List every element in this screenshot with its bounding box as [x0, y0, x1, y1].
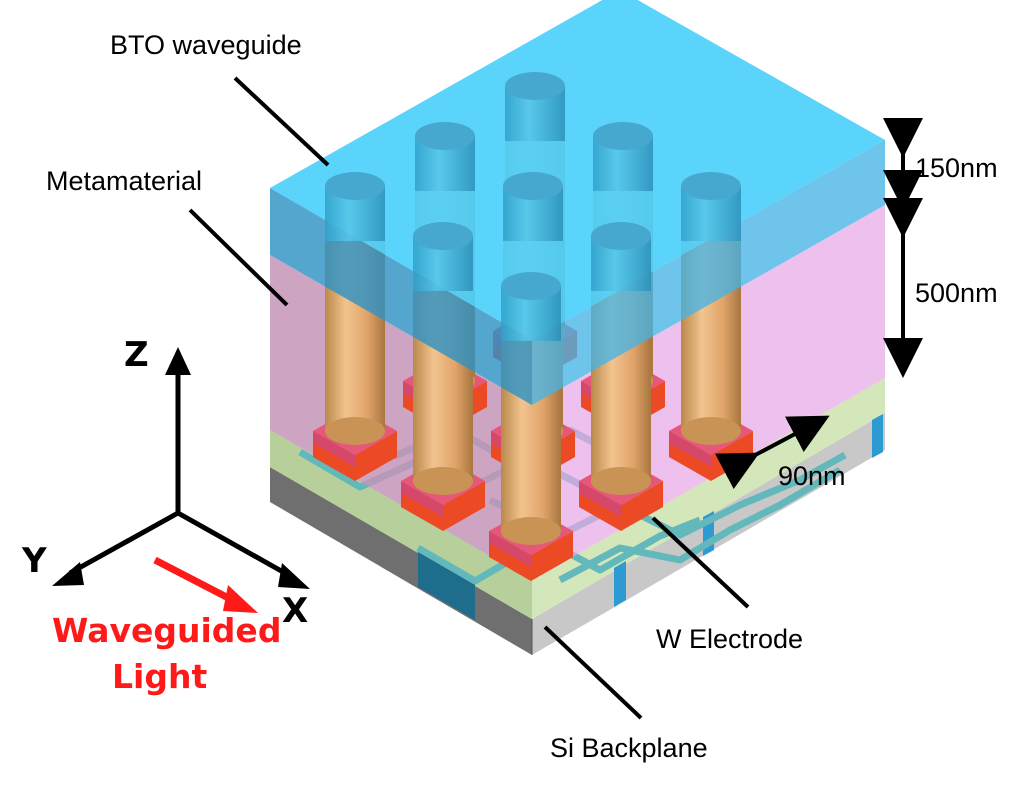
electrode-stub-front-1 — [614, 561, 626, 607]
axis-z-label: Z — [124, 335, 149, 375]
label-bto-waveguide: BTO waveguide — [110, 30, 302, 60]
label-150nm: 150nm — [915, 153, 998, 183]
label-metamaterial: Metamaterial — [46, 166, 202, 196]
light-arrow-head — [223, 585, 258, 613]
pillar-2-2-top — [681, 172, 741, 200]
pillar-1-1-top — [503, 172, 563, 200]
pillar-1-2-top — [593, 122, 653, 150]
pillar-0-1-top — [415, 122, 475, 150]
pad-side-1-0 — [401, 481, 443, 517]
pillar-1-0-top — [413, 222, 473, 250]
pad-side-2-2 — [669, 431, 711, 467]
electrode-stub-front-3 — [872, 414, 883, 458]
leader-w-electrode — [651, 516, 750, 609]
pillar-tops-through-bto — [325, 72, 741, 341]
axis-y-line — [68, 510, 180, 576]
label-waveguided-light-line1: Waveguided — [52, 611, 281, 650]
label-si-backplane: Si Backplane — [550, 733, 708, 763]
label-w-electrode: W Electrode — [656, 624, 803, 654]
axis-z-arrowhead — [165, 347, 191, 375]
pillar-2-2-base — [681, 417, 741, 445]
pad-side-2-0 — [489, 531, 531, 567]
axis-x-arrowhead — [278, 563, 310, 589]
arrow-90nm — [714, 415, 830, 490]
pillar-2-0-top — [501, 272, 561, 300]
pillar-2-1-top — [591, 222, 651, 250]
pillar-0-2-top — [505, 72, 565, 100]
label-500nm: 500nm — [915, 278, 998, 308]
pillar-0-0-base — [325, 417, 385, 445]
coordinate-axes — [68, 372, 294, 580]
label-waveguided-light-line2: Light — [112, 657, 207, 696]
pillar-2-1-base — [591, 467, 651, 495]
axis-y-label: Y — [21, 541, 47, 581]
pillar-2-0-base — [501, 517, 561, 545]
leader-bto — [233, 76, 330, 167]
dimension-arrows — [714, 118, 923, 490]
pillar-1-0-base — [413, 467, 473, 495]
leader-si-backplane — [543, 625, 643, 720]
axis-y-arrowhead — [52, 562, 84, 586]
pillar-0-0-top — [325, 172, 385, 200]
electrode-stub-left — [418, 548, 475, 620]
axis-x-line — [176, 510, 294, 580]
bto-right-face — [532, 140, 885, 405]
axis-x-label: X — [282, 591, 308, 631]
bto-left-face — [270, 188, 532, 405]
leader-metamaterial — [188, 208, 289, 307]
label-90nm: 90nm — [778, 461, 846, 491]
leader-lines — [188, 76, 750, 720]
pad-side-2-1 — [579, 481, 621, 517]
pad-side-0-0 — [313, 431, 355, 467]
